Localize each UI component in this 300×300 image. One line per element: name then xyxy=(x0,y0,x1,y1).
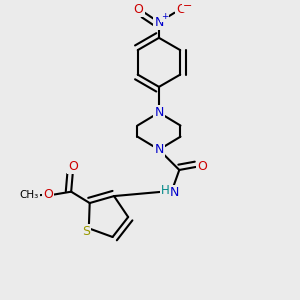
Text: O: O xyxy=(43,188,53,201)
Text: S: S xyxy=(82,225,90,238)
Text: −: − xyxy=(183,1,193,11)
Text: H: H xyxy=(161,184,170,197)
Text: +: + xyxy=(160,12,168,21)
Text: O: O xyxy=(68,160,78,173)
Text: N: N xyxy=(154,16,164,29)
Text: O: O xyxy=(197,160,207,173)
Text: N: N xyxy=(154,106,164,119)
Text: O: O xyxy=(176,3,186,16)
Text: CH₃: CH₃ xyxy=(20,190,39,200)
Text: N: N xyxy=(170,186,179,199)
Text: O: O xyxy=(134,3,144,16)
Text: N: N xyxy=(154,143,164,156)
